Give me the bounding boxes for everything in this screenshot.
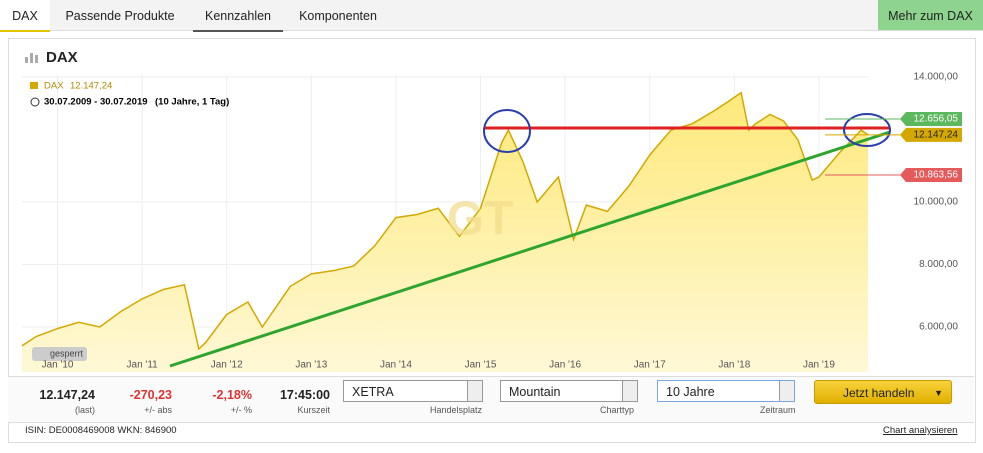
legend-value: 12.147,24 [70, 81, 112, 92]
marker-tag [900, 111, 962, 126]
clock-icon [30, 97, 40, 107]
trend-line [169, 130, 891, 368]
select-value: Mountain [509, 385, 561, 399]
lock-badge [32, 347, 87, 361]
period-note: (10 Jahre, 1 Tag) [155, 97, 229, 108]
analyse-link[interactable]: Chart analysieren [883, 425, 958, 436]
marker-label: 12.147,24 [914, 130, 959, 141]
ids: ISIN: DE0008469008 WKN: 846900 [25, 425, 177, 436]
x-tick-label: Jan '13 [295, 360, 327, 371]
marker-label: 10.863,56 [914, 170, 959, 181]
tab[interactable]: Komponenten [299, 9, 377, 23]
x-tick-label: Jan '10 [42, 360, 74, 371]
change-abs-label: +/- abs [144, 405, 172, 415]
tab[interactable]: Passende Produkte [65, 9, 175, 23]
tab-bar [0, 0, 983, 31]
select-label: Zeitraum [760, 405, 796, 415]
legend-swatch [30, 82, 38, 89]
tab[interactable]: DAX [0, 0, 50, 32]
watermark: GT [447, 193, 514, 246]
line [21, 91, 869, 351]
y-tick-label: 10.000,00 [914, 197, 959, 208]
x-tick-label: Jan '19 [803, 360, 835, 371]
select-value: 10 Jahre [666, 385, 715, 399]
area [22, 92, 868, 372]
footer [8, 422, 974, 441]
panel-title: DAX [46, 49, 78, 66]
circle [843, 113, 891, 147]
select[interactable]: 10 Jahre [657, 380, 795, 402]
y-tick-label: 14.000,00 [914, 72, 959, 83]
more-link[interactable]: Mehr zum DAX [878, 0, 983, 30]
x-tick-label: Jan '15 [465, 360, 497, 371]
icon [25, 53, 38, 63]
select-value: XETRA [352, 385, 394, 399]
select-label: Handelsplatz [430, 405, 483, 415]
y-tick-label: 8.000,00 [919, 259, 958, 270]
x-tick-label: Jan '16 [549, 360, 581, 371]
time-label: Kurszeit [297, 405, 330, 415]
quote-bar [8, 376, 974, 423]
marker-label: 12.656,05 [914, 114, 959, 125]
lock-label: gesperrt [50, 348, 84, 358]
y-tick-label: 6.000,00 [919, 322, 958, 333]
legend-entry: DAX [44, 81, 64, 92]
change-pct: -2,18% [212, 388, 252, 402]
last-label: (last) [75, 405, 95, 415]
x-tick-label: Jan '12 [211, 360, 243, 371]
change-abs: -270,23 [129, 388, 172, 402]
select-label: Charttyp [600, 405, 635, 415]
time: 17:45:00 [279, 388, 330, 402]
panel [8, 38, 976, 443]
last: 12.147,24 [39, 388, 95, 402]
trade-button[interactable]: Jetzt handeln ▼ [814, 380, 952, 404]
marker-tag [900, 168, 962, 183]
tab[interactable]: Kennzahlen [193, 0, 283, 32]
marker-tag [900, 127, 962, 142]
period: 30.07.2009 - 30.07.2019 [44, 97, 148, 108]
x-tick-label: Jan '18 [718, 360, 750, 371]
button-label: Jetzt handeln [843, 386, 915, 400]
x-tick-label: Jan '14 [380, 360, 412, 371]
change-pct-label: +/- % [230, 405, 252, 415]
x-tick-label: Jan '11 [127, 360, 159, 371]
select[interactable]: XETRA [343, 380, 483, 402]
select[interactable]: Mountain [500, 380, 638, 402]
x-tick-label: Jan '17 [634, 360, 666, 371]
chart: GT DAX 12.147,24 30.07.2009 - 30.07.2019… [21, 72, 962, 372]
circle [483, 109, 531, 153]
